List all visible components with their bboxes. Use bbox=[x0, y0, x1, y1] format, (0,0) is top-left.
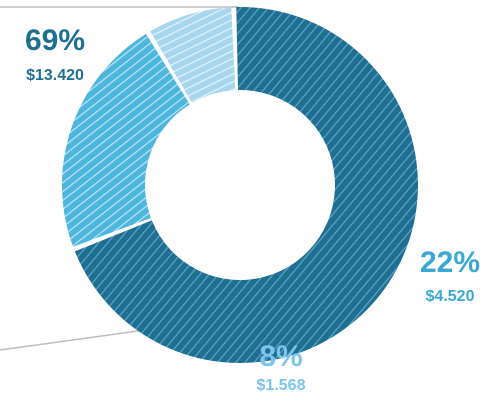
slice-69-percent bbox=[74, 7, 419, 363]
slice-value-label: $1.568 bbox=[257, 377, 306, 394]
slice-8-percent bbox=[150, 7, 236, 103]
slice-percent-label: 22% bbox=[420, 246, 480, 279]
slice-labels: 69% $13.420 22% $4.520 8% $1.568 bbox=[25, 24, 480, 394]
slice-value-label: $13.420 bbox=[26, 67, 84, 84]
slice-22-percent bbox=[61, 33, 190, 247]
donut-slices bbox=[61, 7, 419, 363]
slice-percent-label: 8% bbox=[259, 340, 302, 373]
slice-percent-label: 69% bbox=[25, 24, 85, 57]
slice-value-label: $4.520 bbox=[426, 288, 475, 305]
